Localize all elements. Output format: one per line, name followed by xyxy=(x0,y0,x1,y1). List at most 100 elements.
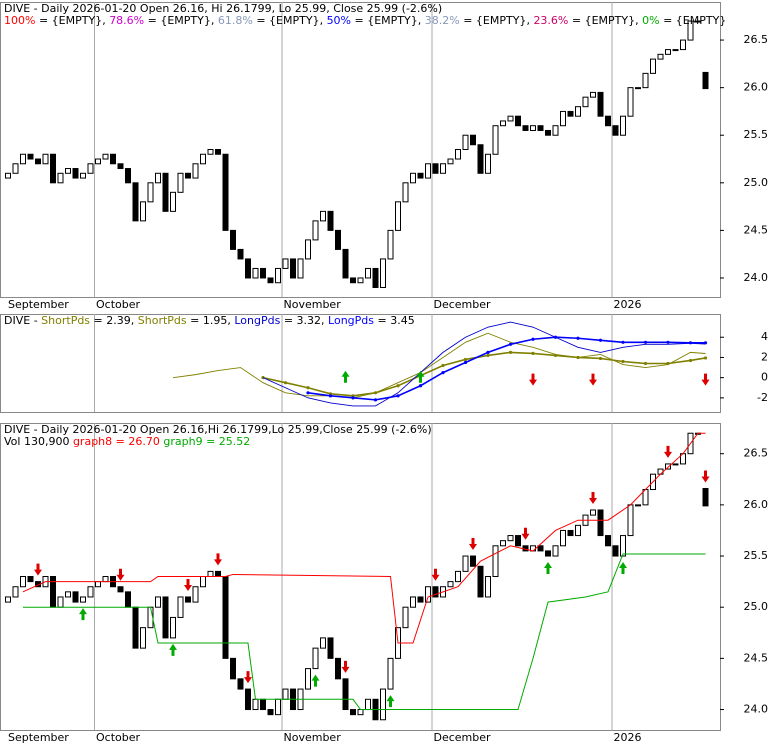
candle xyxy=(462,555,469,572)
candle xyxy=(702,487,709,507)
y-tick-label: 26.0 xyxy=(744,81,769,94)
candle xyxy=(672,463,679,466)
candle xyxy=(492,125,499,155)
candle xyxy=(57,596,64,608)
legend-name: LongPds xyxy=(328,314,374,327)
candle xyxy=(387,657,394,690)
fib-level: 78.6% xyxy=(109,14,144,27)
candle xyxy=(687,20,694,41)
x-tick-label: September xyxy=(8,298,69,311)
separator: - xyxy=(30,314,41,327)
fib-level: 38.2% xyxy=(425,14,460,27)
candle xyxy=(140,627,146,649)
candle xyxy=(552,545,559,557)
buy-arrow xyxy=(386,695,395,708)
legend-value: 25.52 xyxy=(219,435,251,448)
x-tick-label: 2026 xyxy=(614,731,642,744)
candle xyxy=(410,172,416,184)
legend-name: ShortPds xyxy=(138,314,187,327)
series-line xyxy=(307,336,706,401)
candle xyxy=(155,596,161,608)
candle xyxy=(312,220,319,241)
candle xyxy=(147,182,154,203)
panel-frame xyxy=(0,423,721,731)
candle xyxy=(305,239,311,260)
y-tick-label: 4 xyxy=(761,330,768,343)
symbol: DIVE xyxy=(4,314,30,327)
buy-arrow xyxy=(544,562,552,575)
candle xyxy=(597,91,604,117)
candle xyxy=(50,576,56,608)
candle xyxy=(665,49,671,55)
candle xyxy=(162,172,169,212)
candle xyxy=(440,163,446,174)
separator: = xyxy=(90,314,106,327)
candle xyxy=(200,576,206,588)
separator: , xyxy=(131,314,138,327)
fib-level: 50% xyxy=(327,14,351,27)
separator: = xyxy=(187,314,203,327)
candle xyxy=(230,229,236,250)
candle xyxy=(507,115,514,122)
sell-arrow xyxy=(469,538,477,551)
candle xyxy=(222,153,229,231)
candle xyxy=(492,545,499,577)
candle xyxy=(635,504,641,507)
sell-arrow xyxy=(521,527,530,540)
y-tick-label: 24.0 xyxy=(744,271,769,284)
fib-legend: 100% = {EMPTY}, 78.6% = {EMPTY}, 61.8% =… xyxy=(4,14,726,27)
candle xyxy=(222,576,229,659)
candle xyxy=(275,267,281,284)
separator: = xyxy=(203,435,219,448)
candle xyxy=(455,570,461,583)
x-tick-label: October xyxy=(96,731,140,744)
candle xyxy=(357,709,364,716)
candle xyxy=(87,163,94,174)
fib-level: 23.6% xyxy=(533,14,568,27)
separator: = xyxy=(144,14,160,27)
candle xyxy=(132,606,139,649)
candle xyxy=(125,168,131,184)
separator: = xyxy=(374,314,390,327)
sell-arrow xyxy=(664,445,672,458)
candle xyxy=(522,125,529,131)
candle xyxy=(215,570,221,578)
fib-value: {EMPTY} xyxy=(269,14,320,27)
candle xyxy=(72,168,79,179)
fib-value: {EMPTY} xyxy=(585,14,636,27)
fib-value: {EMPTY} xyxy=(52,14,103,27)
candle xyxy=(500,540,506,547)
separator: , xyxy=(635,14,642,27)
sell-arrow xyxy=(701,373,710,386)
candle xyxy=(350,277,356,284)
candle xyxy=(582,96,589,108)
candle xyxy=(702,71,709,90)
candle xyxy=(320,637,326,649)
candle xyxy=(275,698,281,716)
candle xyxy=(560,529,566,547)
legend-name: LongPds xyxy=(234,314,280,327)
candle xyxy=(657,53,664,60)
candle xyxy=(365,698,371,711)
indicator-line xyxy=(23,553,706,711)
candle xyxy=(477,144,484,174)
candle xyxy=(237,248,244,260)
candle xyxy=(365,267,371,279)
candle xyxy=(20,153,26,165)
candle xyxy=(605,115,611,127)
fib-level: 100% xyxy=(4,14,35,27)
candle xyxy=(432,586,439,598)
candle xyxy=(425,163,431,179)
candle xyxy=(102,576,109,583)
candle xyxy=(170,191,176,212)
legend-value: 26.70 xyxy=(128,435,160,448)
buy-arrow xyxy=(79,608,87,621)
candle xyxy=(117,163,124,170)
candle xyxy=(530,125,536,131)
legend-name: graph9 xyxy=(163,435,202,448)
series-line xyxy=(262,351,706,397)
candle xyxy=(170,616,176,639)
candle xyxy=(567,110,574,117)
x-tick-label: December xyxy=(434,298,492,311)
